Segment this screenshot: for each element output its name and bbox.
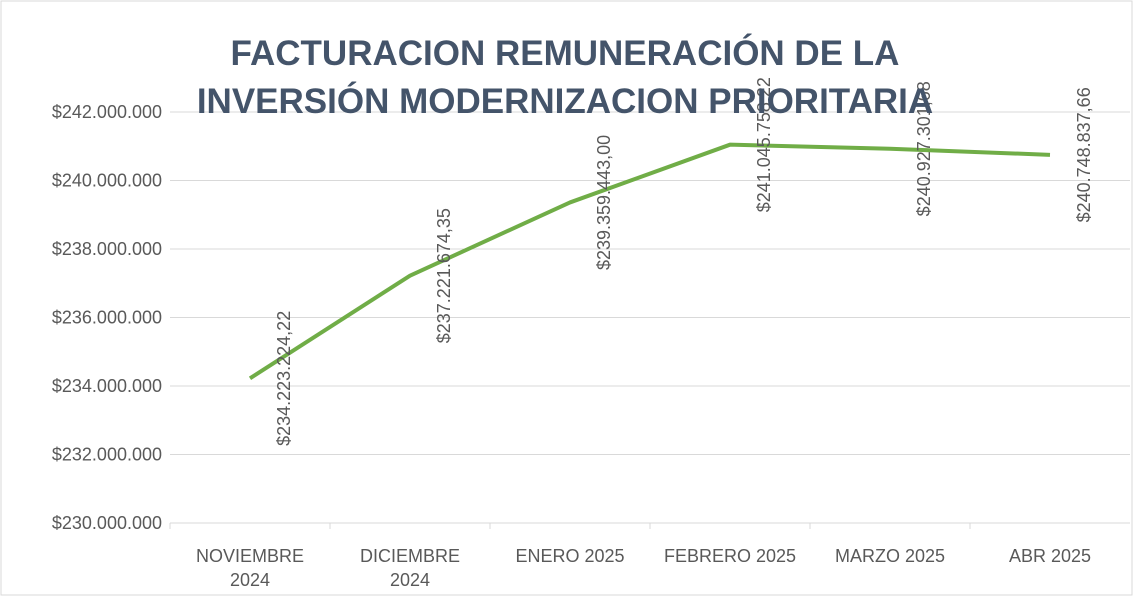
data-label: $241.045.758,22 [754, 77, 774, 212]
line [248, 142, 1051, 381]
chart-title: FACTURACION REMUNERACIÓN DE LA [231, 33, 900, 73]
data-label: $234.223.224,22 [274, 311, 294, 446]
data-label: $237.221.674,35 [434, 208, 454, 343]
y-tick-label: $240.000.000 [52, 171, 162, 191]
x-tick-label: FEBRERO 2025 [664, 546, 796, 566]
x-tick-label: NOVIEMBRE 2024 [196, 546, 304, 590]
y-tick-label: $242.000.000 [52, 102, 162, 122]
data-label: $239.359.443,00 [594, 135, 614, 270]
x-tick-label: DICIEMBRE 2024 [360, 546, 460, 590]
y-tick-label: $232.000.000 [52, 445, 162, 465]
data-label: $240.927.301,68 [914, 81, 934, 216]
data-label: $240.748.837,66 [1074, 87, 1094, 222]
x-tick-label: ABR 2025 [1009, 546, 1091, 566]
y-tick-label: $234.000.000 [52, 376, 162, 396]
y-tick-label: $236.000.000 [52, 308, 162, 328]
x-tick-label: MARZO 2025 [835, 546, 945, 566]
y-tick-label: $230.000.000 [52, 513, 162, 533]
x-tick-label: ENERO 2025 [515, 546, 624, 566]
y-tick-label: $238.000.000 [52, 239, 162, 259]
chart-title: INVERSIÓN MODERNIZACION PRIORITARIA [197, 81, 933, 121]
